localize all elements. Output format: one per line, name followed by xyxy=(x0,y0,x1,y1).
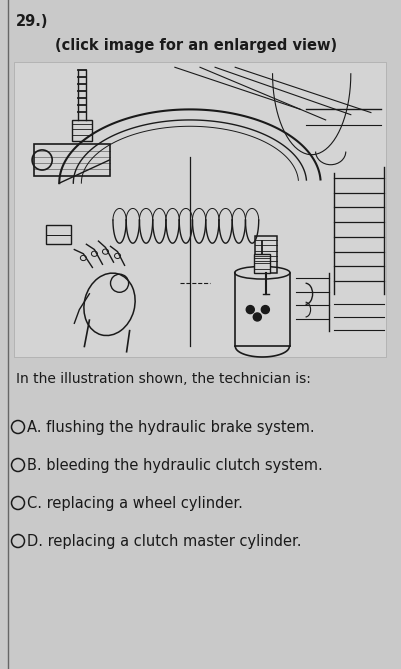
FancyBboxPatch shape xyxy=(255,236,277,273)
Circle shape xyxy=(261,306,269,314)
Circle shape xyxy=(246,306,254,314)
Circle shape xyxy=(253,313,261,321)
FancyBboxPatch shape xyxy=(34,145,109,176)
FancyBboxPatch shape xyxy=(46,225,71,244)
Text: In the illustration shown, the technician is:: In the illustration shown, the technicia… xyxy=(16,372,310,386)
Text: 29.): 29.) xyxy=(16,14,49,29)
FancyBboxPatch shape xyxy=(72,120,92,141)
Text: A. flushing the hydraulic brake system.: A. flushing the hydraulic brake system. xyxy=(27,420,314,435)
Text: (click image for an enlarged view): (click image for an enlarged view) xyxy=(55,38,336,53)
Text: D. replacing a clutch master cylinder.: D. replacing a clutch master cylinder. xyxy=(27,534,301,549)
Text: B. bleeding the hydraulic clutch system.: B. bleeding the hydraulic clutch system. xyxy=(27,458,322,473)
FancyBboxPatch shape xyxy=(14,62,385,357)
Text: C. replacing a wheel cylinder.: C. replacing a wheel cylinder. xyxy=(27,496,242,511)
FancyBboxPatch shape xyxy=(254,254,270,273)
